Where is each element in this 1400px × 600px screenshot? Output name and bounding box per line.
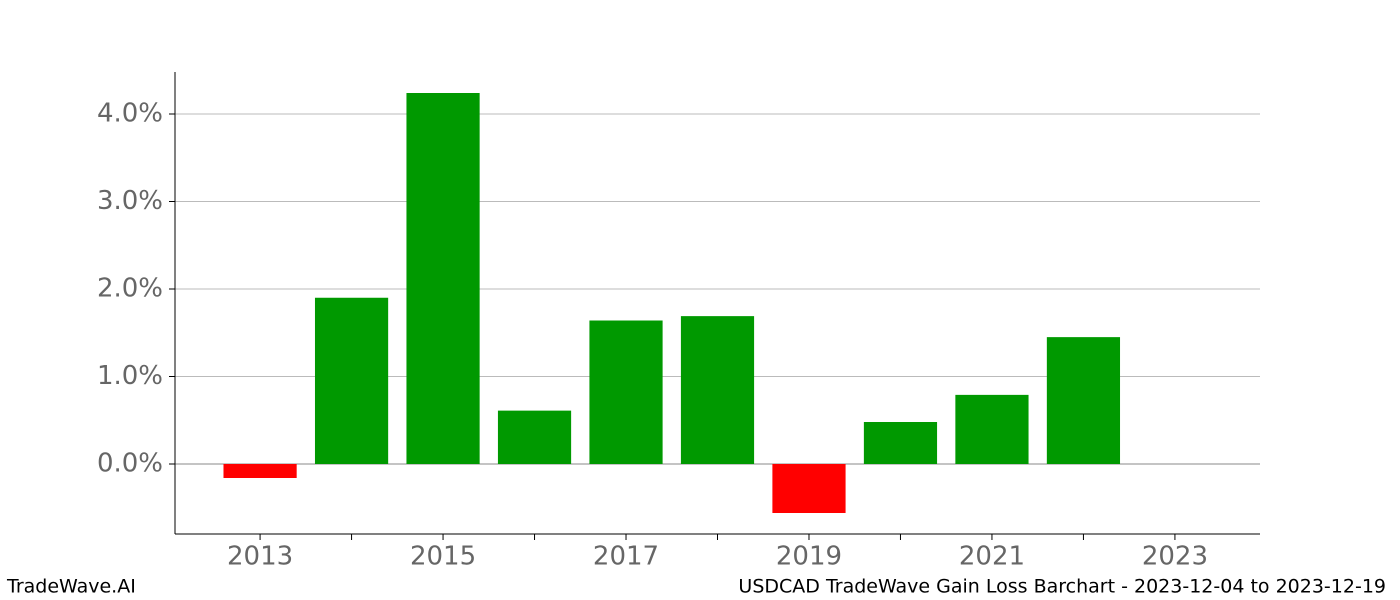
bar	[772, 464, 846, 513]
watermark: TradeWave.AI	[6, 576, 136, 598]
y-tick-label: 0.0%	[97, 449, 163, 479]
bar	[314, 297, 389, 464]
x-tick-label: 2017	[593, 542, 659, 572]
y-tick-label: 1.0%	[97, 361, 163, 391]
bar	[863, 422, 938, 464]
bar	[589, 320, 663, 464]
y-tick-label: 4.0%	[97, 99, 163, 129]
y-tick-label: 2.0%	[97, 274, 163, 304]
x-tick-label: 2023	[1142, 542, 1208, 572]
x-tick-label: 2013	[227, 542, 293, 572]
bar	[955, 394, 1029, 464]
bar	[1046, 337, 1121, 464]
bar	[497, 410, 572, 464]
x-tick-label: 2021	[959, 542, 1025, 572]
x-tick-label: 2019	[776, 542, 842, 572]
chart-title: USDCAD TradeWave Gain Loss Barchart - 20…	[738, 576, 1386, 598]
y-tick-label: 3.0%	[97, 186, 163, 216]
bar	[223, 464, 297, 478]
bar	[406, 93, 480, 464]
x-tick-label: 2015	[410, 542, 476, 572]
bar	[680, 316, 755, 464]
